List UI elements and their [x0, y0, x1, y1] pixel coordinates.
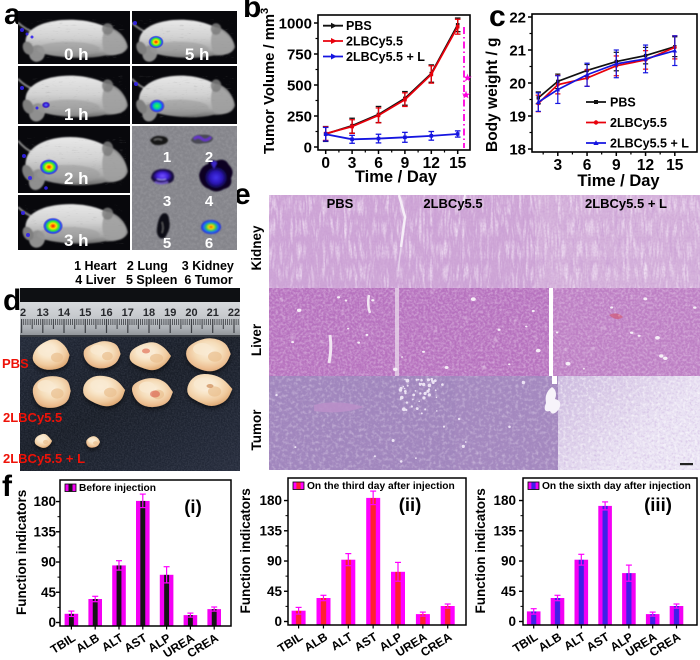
svg-text:Tumor Volume / mm3: Tumor Volume / mm3: [259, 8, 278, 154]
svg-text:500: 500: [287, 78, 312, 95]
svg-text:Time / Day: Time / Day: [355, 168, 438, 186]
svg-text:90: 90: [501, 554, 516, 569]
svg-text:135: 135: [33, 524, 56, 539]
svg-text:22: 22: [509, 10, 526, 27]
svg-text:Time / Day: Time / Day: [577, 172, 660, 190]
svg-text:22: 22: [228, 307, 240, 319]
svg-text:0 h: 0 h: [64, 45, 89, 64]
svg-text:★: ★: [463, 73, 472, 84]
svg-text:ALB: ALB: [536, 629, 565, 654]
svg-text:180: 180: [493, 493, 516, 508]
svg-text:6: 6: [583, 157, 592, 174]
svg-text:45: 45: [41, 585, 57, 600]
svg-text:180: 180: [259, 493, 282, 508]
svg-text:1000: 1000: [279, 16, 312, 33]
svg-text:PBS: PBS: [346, 19, 372, 33]
svg-text:2: 2: [205, 149, 213, 166]
svg-text:19: 19: [509, 109, 526, 126]
svg-text:(i): (i): [184, 496, 201, 517]
svg-text:9: 9: [401, 155, 410, 172]
svg-text:18: 18: [509, 142, 526, 159]
svg-text:750: 750: [287, 47, 312, 64]
svg-text:★: ★: [462, 90, 471, 101]
svg-text:2LBCy5.5: 2LBCy5.5: [610, 116, 667, 130]
svg-text:4: 4: [205, 193, 214, 210]
svg-text:3: 3: [348, 155, 357, 172]
svg-text:135: 135: [493, 523, 516, 538]
svg-text:Function indicators: Function indicators: [238, 488, 253, 613]
svg-text:20: 20: [509, 76, 526, 93]
svg-text:13: 13: [37, 307, 49, 319]
svg-text:90: 90: [267, 554, 282, 569]
svg-text:5 h: 5 h: [185, 45, 210, 64]
svg-text:45: 45: [501, 584, 517, 599]
svg-text:0: 0: [321, 155, 330, 172]
svg-text:12: 12: [637, 157, 654, 174]
svg-text:2LBCy5.5: 2LBCy5.5: [346, 35, 403, 49]
svg-text:17: 17: [122, 307, 134, 319]
svg-text:Before injection: Before injection: [79, 483, 156, 494]
svg-text:15: 15: [449, 155, 467, 172]
svg-text:21: 21: [509, 43, 526, 60]
svg-text:90: 90: [41, 555, 56, 570]
svg-text:0: 0: [508, 614, 516, 629]
svg-text:Body weight / g: Body weight / g: [484, 37, 501, 152]
svg-text:PBS: PBS: [610, 96, 636, 110]
svg-text:1 h: 1 h: [64, 105, 89, 124]
svg-text:On the sixth day after injecti: On the sixth day after injection: [542, 481, 691, 492]
svg-text:135: 135: [259, 523, 282, 538]
svg-text:16: 16: [100, 307, 112, 319]
svg-text:0: 0: [304, 140, 312, 157]
svg-text:(iii): (iii): [644, 494, 672, 515]
svg-text:9: 9: [612, 157, 621, 174]
svg-text:18: 18: [143, 307, 155, 319]
svg-text:20: 20: [185, 307, 197, 319]
svg-text:On the third day after injecti: On the third day after injection: [307, 481, 455, 492]
svg-text:0: 0: [274, 614, 282, 629]
svg-text:2: 2: [20, 307, 26, 319]
svg-text:15: 15: [666, 157, 684, 174]
svg-text:21: 21: [207, 307, 219, 319]
svg-text:3: 3: [553, 157, 562, 174]
svg-text:6: 6: [374, 155, 383, 172]
svg-text:12: 12: [423, 155, 440, 172]
svg-text:250: 250: [287, 109, 312, 126]
svg-text:Function indicators: Function indicators: [14, 490, 29, 615]
svg-text:2 h: 2 h: [64, 169, 89, 188]
svg-text:45: 45: [267, 584, 283, 599]
svg-text:180: 180: [33, 494, 56, 509]
svg-text:0: 0: [48, 615, 56, 630]
svg-text:(ii): (ii): [399, 494, 422, 515]
svg-text:Function indicators: Function indicators: [473, 488, 488, 613]
svg-text:6: 6: [205, 235, 213, 250]
svg-text:5: 5: [163, 235, 171, 250]
svg-text:3: 3: [163, 193, 171, 210]
svg-text:14: 14: [58, 307, 71, 319]
svg-text:2LBCy5.5 + L: 2LBCy5.5 + L: [610, 137, 689, 151]
svg-text:1: 1: [163, 149, 171, 166]
svg-text:3 h: 3 h: [64, 231, 89, 250]
svg-text:15: 15: [79, 307, 91, 319]
svg-text:ALB: ALB: [73, 630, 102, 655]
svg-text:ALB: ALB: [302, 629, 331, 654]
svg-text:19: 19: [164, 307, 176, 319]
svg-text:2LBCy5.5 + L: 2LBCy5.5 + L: [346, 50, 425, 64]
svg-text:ALT: ALT: [328, 629, 355, 653]
